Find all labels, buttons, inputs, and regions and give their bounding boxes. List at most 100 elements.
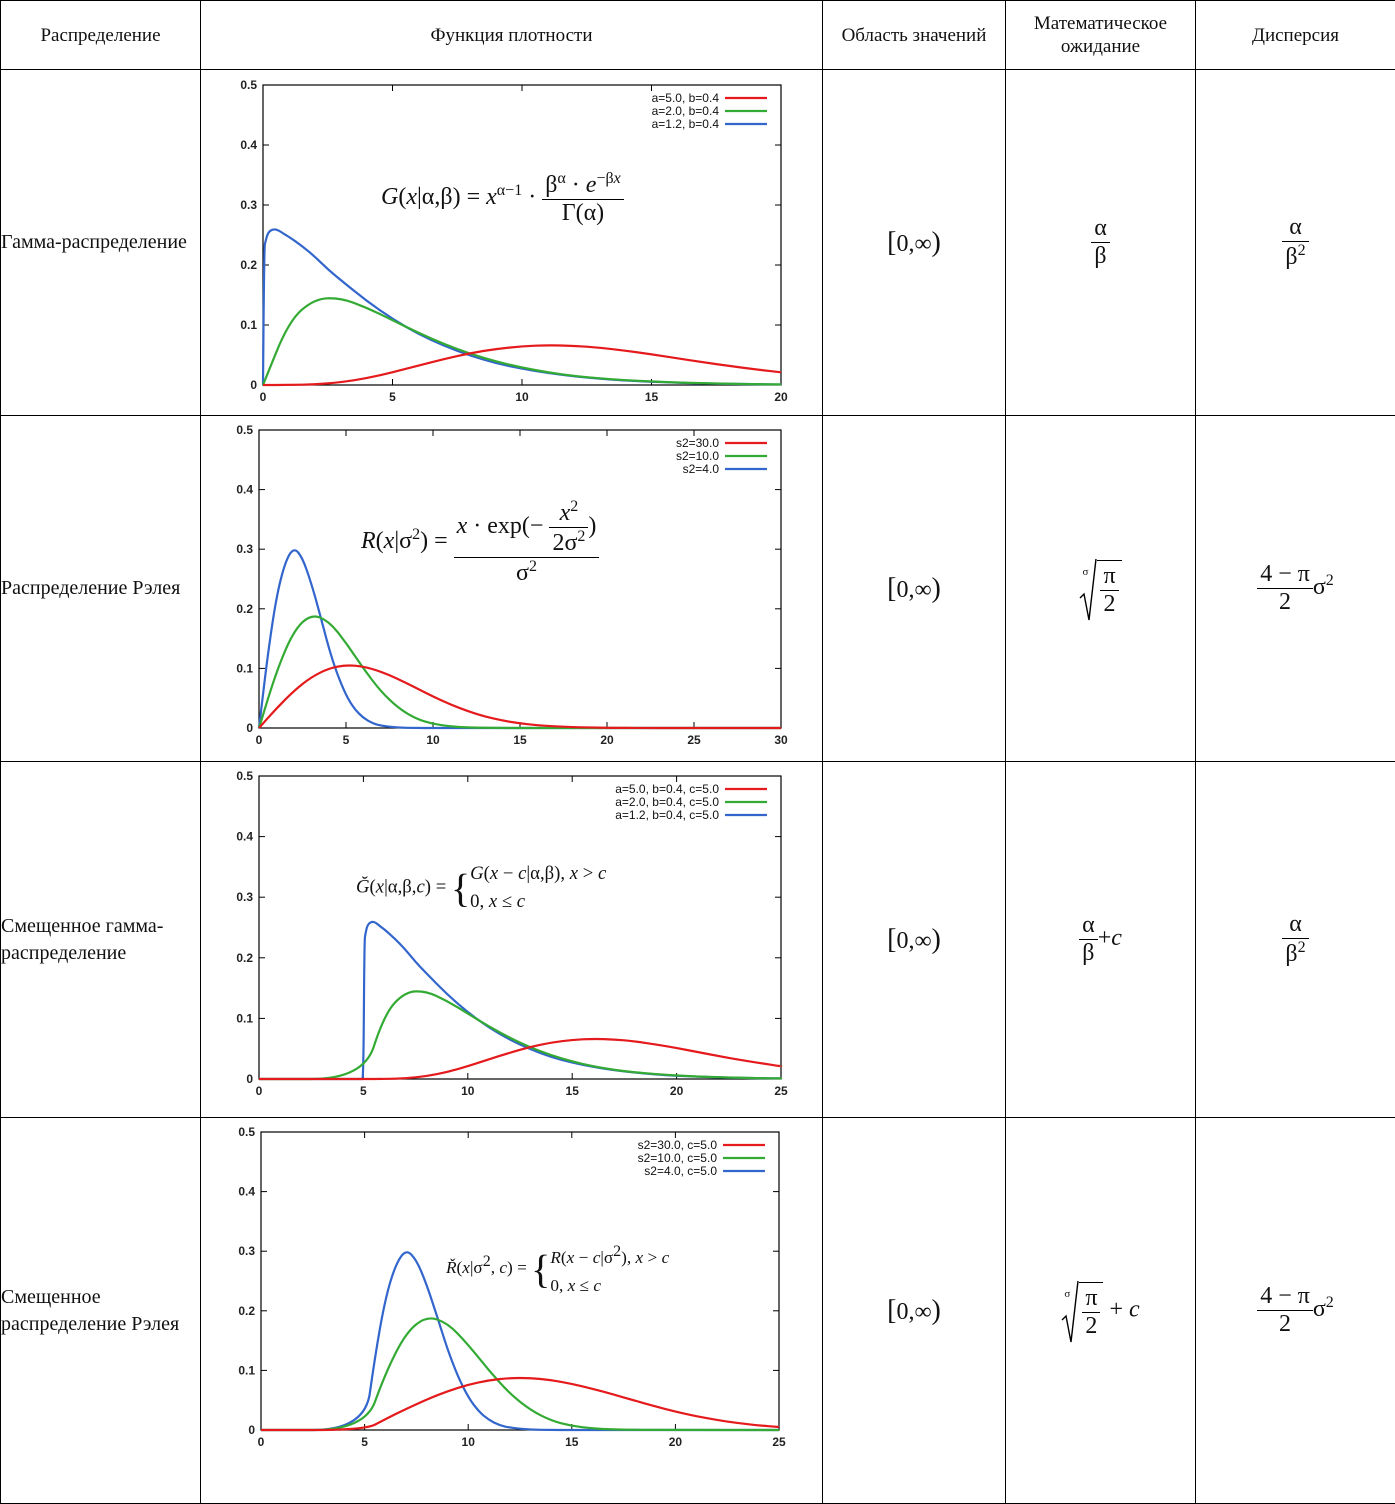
x-tick-label: 10: [515, 390, 529, 404]
x-tick-label: 20: [670, 1084, 684, 1098]
header-variance: Дисперсия: [1196, 1, 1395, 70]
legend-label: s2=4.0: [683, 462, 720, 476]
y-tick-label: 0: [250, 378, 257, 392]
y-tick-label: 0.3: [236, 542, 253, 556]
x-tick-label: 25: [774, 1084, 788, 1098]
y-tick-label: 0.5: [236, 769, 253, 783]
legend-label: s2=4.0, c=5.0: [644, 1164, 717, 1178]
y-tick-label: 0.4: [236, 483, 253, 497]
x-tick-label: 15: [645, 390, 659, 404]
x-tick-label: 20: [669, 1435, 683, 1449]
y-tick-label: 0.4: [240, 138, 257, 152]
series-line: [263, 298, 781, 385]
range-value: [0,∞): [887, 573, 941, 605]
range-cell: [0,∞): [823, 1118, 1006, 1504]
legend-label: a=1.2, b=0.4, c=5.0: [615, 808, 719, 822]
density-formula: Ğ(x|α,β,c) = {G(x − c|α,β), x > c0, x ≤ …: [356, 860, 686, 930]
x-tick-label: 0: [258, 1435, 265, 1449]
y-tick-label: 0: [246, 1072, 253, 1086]
header-mean: Математическое ожидание: [1006, 1, 1196, 70]
y-tick-label: 0.2: [240, 258, 257, 272]
range-value: [0,∞): [887, 1295, 941, 1327]
series-line: [261, 1318, 779, 1430]
legend-label: s2=30.0, c=5.0: [638, 1138, 718, 1152]
legend-label: a=1.2, b=0.4: [652, 117, 720, 131]
legend-label: s2=10.0, c=5.0: [638, 1151, 718, 1165]
y-tick-label: 0.5: [236, 423, 253, 437]
x-tick-label: 15: [513, 733, 527, 747]
series-line: [259, 922, 781, 1079]
x-tick-label: 0: [260, 390, 267, 404]
x-tick-label: 10: [426, 733, 440, 747]
x-tick-label: 5: [343, 733, 350, 747]
y-tick-label: 0: [246, 721, 253, 735]
x-tick-label: 0: [256, 733, 263, 747]
y-tick-label: 0.2: [236, 602, 253, 616]
range-cell: [0,∞): [823, 762, 1006, 1118]
x-tick-label: 10: [461, 1084, 475, 1098]
legend-label: a=5.0, b=0.4: [652, 91, 720, 105]
header-range: Область значений: [823, 1, 1006, 70]
range-value: [0,∞): [887, 227, 941, 259]
y-tick-label: 0.5: [240, 78, 257, 92]
range-value: [0,∞): [887, 924, 941, 956]
x-tick-label: 0: [256, 1084, 263, 1098]
range-cell: [0,∞): [823, 416, 1006, 762]
y-tick-label: 0: [248, 1423, 255, 1437]
x-tick-label: 25: [772, 1435, 786, 1449]
density-formula: Ř(x|σ2, c) = {R(x − c|σ2), x > c0, x ≤ c: [446, 1238, 766, 1308]
y-tick-label: 0.1: [240, 318, 257, 332]
distribution-name: Распределение Рэлея: [1, 416, 201, 762]
distribution-name: Гамма-распределение: [1, 70, 201, 416]
x-tick-label: 15: [566, 1084, 580, 1098]
y-tick-label: 0.3: [238, 1244, 255, 1258]
y-tick-label: 0.1: [238, 1363, 255, 1377]
x-tick-label: 20: [774, 390, 788, 404]
legend-label: a=5.0, b=0.4, c=5.0: [615, 782, 719, 796]
y-tick-label: 0.4: [236, 830, 253, 844]
y-tick-label: 0.2: [236, 951, 253, 965]
range-cell: [0,∞): [823, 70, 1006, 416]
y-tick-label: 0.3: [236, 890, 253, 904]
legend-label: a=2.0, b=0.4: [652, 104, 720, 118]
y-tick-label: 0.3: [240, 198, 257, 212]
header-density: Функция плотности: [201, 1, 823, 70]
header-distribution: Распределение: [1, 1, 201, 70]
legend-label: s2=30.0: [676, 436, 719, 450]
y-tick-label: 0.2: [238, 1304, 255, 1318]
x-tick-label: 15: [565, 1435, 579, 1449]
legend-label: a=2.0, b=0.4, c=5.0: [615, 795, 719, 809]
y-tick-label: 0.1: [236, 661, 253, 675]
x-tick-label: 5: [360, 1084, 367, 1098]
x-tick-label: 30: [774, 733, 788, 747]
x-tick-label: 5: [361, 1435, 368, 1449]
